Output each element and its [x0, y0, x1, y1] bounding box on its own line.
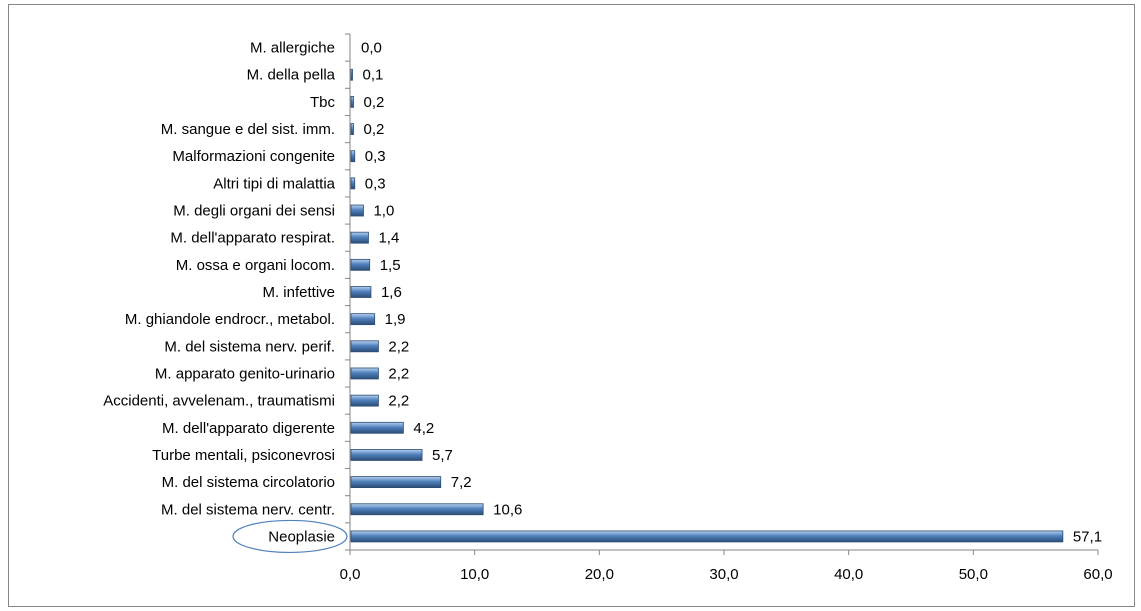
data-label: 2,2 [388, 365, 409, 382]
data-label: 0,3 [365, 148, 386, 165]
data-label: 57,1 [1073, 528, 1102, 545]
bar [350, 258, 371, 271]
bar [350, 530, 1064, 543]
data-label: 1,9 [385, 311, 406, 328]
data-label: 2,2 [388, 393, 409, 410]
data-label: 7,2 [451, 474, 472, 491]
data-label: 2,2 [388, 338, 409, 355]
data-label: 1,6 [381, 284, 402, 301]
bar [350, 421, 404, 434]
data-label: 1,0 [373, 203, 394, 220]
value-axis-tick-label: 0,0 [340, 566, 361, 583]
data-label: 0,1 [363, 67, 384, 84]
bar [350, 68, 353, 81]
bar-chart: 0,0 10,0 20,0 30,0 40,0 50,0 60,0 M. allergiche… [103, 33, 1113, 583]
bar [350, 476, 442, 489]
data-label: 10,6 [493, 501, 522, 518]
category-label: M. del sistema nerv. perif. [164, 338, 335, 355]
bar [350, 231, 369, 244]
data-label: 0,2 [363, 121, 384, 138]
bar [350, 449, 423, 461]
value-axis-tick-label: 20,0 [585, 566, 614, 583]
category-label: M. della pella [247, 67, 336, 84]
value-axis-tick-label: 60,0 [1083, 566, 1112, 583]
bar [350, 367, 379, 380]
category-label: M. dell'apparato digerente [162, 420, 335, 437]
bar [350, 177, 356, 190]
data-label: 5,7 [432, 447, 453, 464]
category-label: Altri tipi di malattia [213, 175, 335, 192]
bar [350, 313, 376, 326]
data-label: 0,0 [361, 40, 382, 57]
data-label: 1,5 [380, 257, 401, 274]
bar [350, 204, 364, 217]
value-axis-tick-label: 40,0 [834, 566, 863, 583]
category-label: M. infettive [262, 284, 335, 301]
category-label: M. ossa e organi locom. [176, 257, 335, 274]
category-label: M. allergiche [250, 40, 335, 57]
bar [350, 95, 354, 108]
category-label: Accidenti, avvelenam., traumatismi [103, 393, 335, 410]
data-label: 0,2 [363, 94, 384, 111]
category-label: M. dell'apparato respirat. [170, 230, 335, 247]
category-label: Tbc [310, 94, 336, 111]
bar [350, 123, 354, 135]
category-label: Turbe mentali, psiconevrosi [152, 447, 335, 464]
category-label: Neoplasie [268, 528, 335, 545]
chart-frame: 0,0 10,0 20,0 30,0 40,0 50,0 60,0 M. allergiche… [8, 4, 1135, 607]
category-label: M. apparato genito-urinario [155, 365, 335, 382]
category-label: Malformazioni congenite [172, 148, 335, 165]
data-label: 0,3 [365, 175, 386, 192]
category-label: M. ghiandole endrocr., metabol. [125, 311, 335, 328]
bar [350, 503, 484, 516]
value-axis-tick-label: 10,0 [460, 566, 489, 583]
bar [350, 150, 356, 163]
category-label: M. del sistema nerv. centr. [161, 501, 335, 518]
bar [350, 286, 372, 298]
data-label: 4,2 [413, 420, 434, 437]
category-label: M. del sistema circolatorio [162, 474, 335, 491]
bar [350, 340, 379, 353]
data-label: 1,4 [378, 230, 399, 247]
highlight-ellipse [232, 519, 348, 554]
bar [350, 394, 379, 407]
category-label: M. degli organi dei sensi [173, 203, 335, 220]
category-label: M. sangue e del sist. imm. [161, 121, 335, 138]
value-axis-tick-label: 50,0 [959, 566, 988, 583]
value-axis-tick-label: 30,0 [709, 566, 738, 583]
